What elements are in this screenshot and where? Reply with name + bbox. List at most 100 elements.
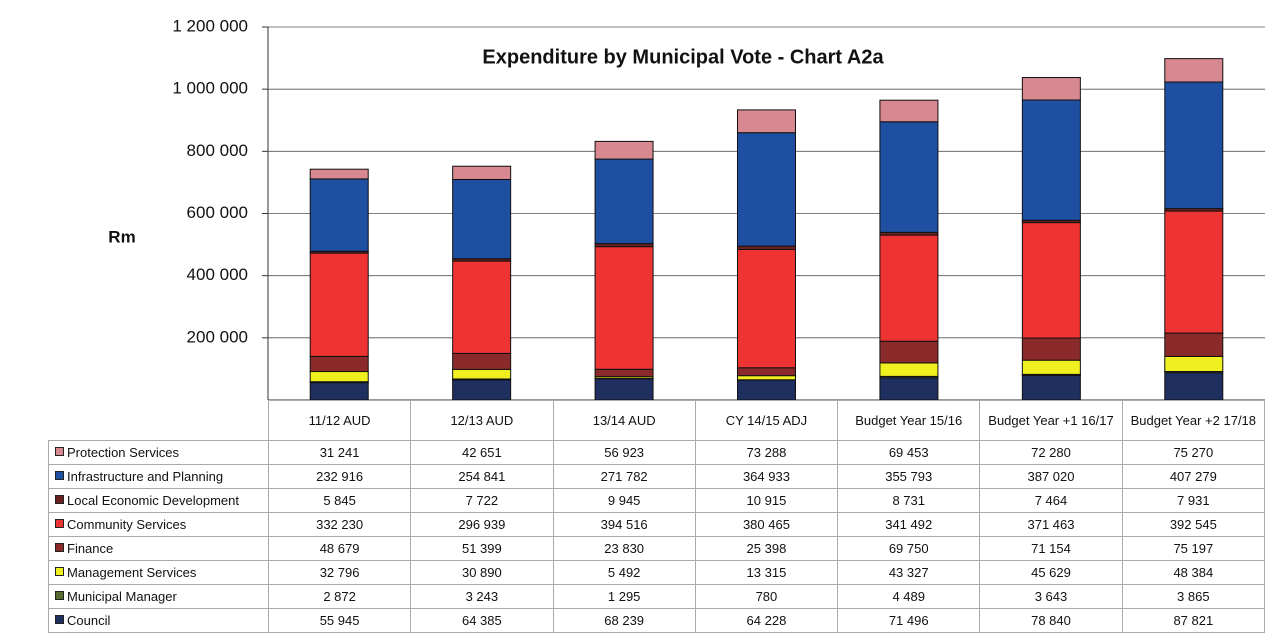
- value-cell: 71 154: [979, 536, 1123, 561]
- bar-segment: [737, 379, 796, 400]
- bar-segment: [594, 140, 654, 160]
- table-row: Protection Services 31 241 42 651 56 923 73 …: [48, 440, 1265, 465]
- value-cell: 10 915: [694, 488, 839, 513]
- data-table: 11/12 AUD 12/13 AUD 13/14 AUD CY 14/15 ADJ B…: [48, 400, 1265, 633]
- row-label: Protection Services: [48, 440, 269, 465]
- value-cell: 78 840: [979, 608, 1123, 633]
- row-label: Municipal Manager: [48, 584, 269, 609]
- bar-segment: [1021, 337, 1081, 361]
- value-cell: 48 384: [1121, 560, 1265, 585]
- bar-segment: [452, 379, 512, 400]
- bar-segment: [452, 178, 512, 260]
- value-cell: 68 239: [552, 608, 696, 633]
- value-cell: 355 793: [837, 464, 981, 489]
- value-cell: 7 464: [979, 488, 1123, 513]
- bar-segment: [879, 99, 939, 123]
- bar-segment: [1164, 58, 1224, 83]
- y-tick-label: 200 000: [187, 327, 248, 346]
- bar-segment: [309, 355, 369, 373]
- bar-segment: [1021, 222, 1081, 339]
- table-row: Community Services 332 230 296 939 394 516 3…: [48, 512, 1265, 537]
- corner-cell: [49, 401, 269, 441]
- bar-segment: [1021, 374, 1081, 400]
- legend-key: [55, 615, 64, 624]
- value-cell: 73 288: [694, 440, 839, 465]
- bar-segment: [594, 158, 654, 245]
- row-label: Local Economic Development: [48, 488, 269, 513]
- value-cell: 254 841: [410, 464, 554, 489]
- value-cell: 25 398: [694, 536, 839, 561]
- legend-key: [55, 591, 64, 600]
- legend-key: [55, 567, 64, 576]
- value-cell: 32 796: [267, 560, 412, 585]
- series-name: Municipal Manager: [67, 589, 177, 604]
- bar-segment: [1164, 372, 1224, 400]
- table-row: Finance 48 679 51 399 23 830 25 398 69 750 71 …: [48, 536, 1265, 561]
- value-cell: 56 923: [552, 440, 696, 465]
- value-cell: 341 492: [837, 512, 981, 537]
- legend-key: [55, 471, 64, 480]
- table-row: Municipal Manager 2 872 3 243 1 295 780 4 489…: [48, 584, 1265, 609]
- value-cell: 394 516: [552, 512, 696, 537]
- value-cell: 392 545: [1121, 512, 1265, 537]
- value-cell: 8 731: [837, 488, 981, 513]
- category-label: CY 14/15 ADJ: [694, 400, 839, 441]
- value-cell: 364 933: [694, 464, 839, 489]
- y-tick-label: 800 000: [187, 141, 248, 160]
- series-name: Council: [67, 613, 111, 628]
- y-tick-label: 400 000: [187, 265, 248, 284]
- bar-segment: [737, 367, 796, 377]
- bar-segment: [594, 246, 654, 370]
- legend-key: [55, 447, 64, 456]
- bar-segment: [452, 352, 512, 370]
- value-cell: 45 629: [979, 560, 1123, 585]
- value-cell: 69 750: [837, 536, 981, 561]
- series-name: Community Services: [67, 517, 187, 532]
- bar-segment: [309, 168, 369, 180]
- bar-segment: [452, 368, 512, 380]
- y-axis-label: Rm: [108, 227, 135, 246]
- row-label: Management Services: [48, 560, 269, 585]
- value-cell: 7 931: [1121, 488, 1265, 513]
- bar-segment: [1164, 355, 1224, 373]
- y-tick-label: 600 000: [187, 203, 248, 222]
- value-cell: 43 327: [837, 560, 981, 585]
- category-label: Budget Year 15/16: [837, 400, 981, 441]
- value-cell: 3 243: [410, 584, 554, 609]
- row-label: Finance: [48, 536, 269, 561]
- chart-title: Expenditure by Municipal Vote - Chart A2…: [482, 46, 884, 68]
- value-cell: 69 453: [837, 440, 981, 465]
- series-name: Infrastructure and Planning: [67, 469, 224, 484]
- category-label: 13/14 AUD: [552, 400, 696, 441]
- bar-segment: [879, 362, 939, 377]
- bar-segment: [309, 252, 369, 357]
- category-label: Budget Year +2 17/18: [1121, 400, 1265, 441]
- bar-segment: [309, 371, 369, 383]
- category-label: 11/12 AUD: [267, 400, 412, 441]
- value-cell: 13 315: [694, 560, 839, 585]
- value-cell: 387 020: [979, 464, 1123, 489]
- value-cell: 87 821: [1121, 608, 1265, 633]
- table-row: Council 55 945 64 385 68 239 64 228 71 496 78 …: [48, 608, 1265, 633]
- bar-segment: [594, 378, 654, 400]
- value-cell: 296 939: [410, 512, 554, 537]
- bar-segment: [309, 382, 369, 400]
- y-tick-label: 1 200 000: [172, 16, 248, 35]
- value-cell: 371 463: [979, 512, 1123, 537]
- value-cell: 780: [694, 584, 839, 609]
- bar-segment: [452, 165, 512, 180]
- value-cell: 271 782: [552, 464, 696, 489]
- value-cell: 407 279: [1121, 464, 1265, 489]
- bar-segment: [737, 375, 796, 381]
- legend-key: [55, 543, 64, 552]
- table-row: Infrastructure and Planning 232 916 254 84…: [48, 464, 1265, 489]
- row-label: Council: [48, 608, 269, 633]
- legend-key: [55, 495, 64, 504]
- value-cell: 64 228: [694, 608, 839, 633]
- value-cell: 30 890: [410, 560, 554, 585]
- value-cell: 64 385: [410, 608, 554, 633]
- bar-segment: [879, 377, 939, 400]
- value-cell: 1 295: [552, 584, 696, 609]
- bar-segment: [309, 178, 369, 252]
- value-cell: 31 241: [267, 440, 412, 465]
